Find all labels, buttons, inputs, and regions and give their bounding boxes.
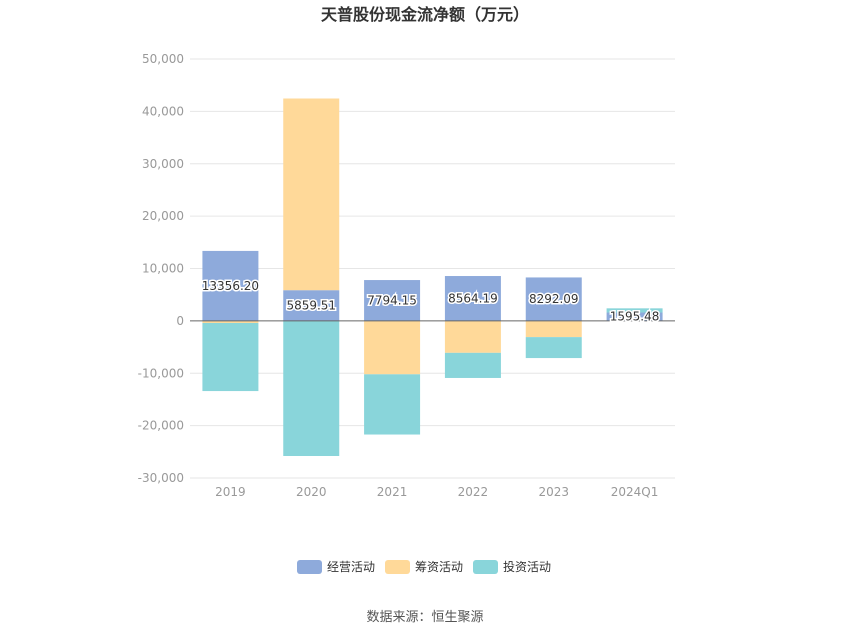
data-label: 8564.19	[448, 291, 498, 305]
x-tick-label: 2020	[296, 485, 327, 499]
legend-label: 投资活动	[503, 559, 551, 574]
y-tick-label: -10,000	[138, 366, 184, 380]
legend-label: 筹资活动	[415, 560, 463, 574]
bar-segment	[283, 320, 340, 457]
data-labels: 13356.20 5859.51 7794.15 8564.19 8292.09 1595…	[200, 277, 661, 325]
y-tick-label: 0	[176, 314, 184, 328]
bars	[202, 98, 663, 457]
y-tick-label: 50,000	[142, 52, 184, 66]
y-tick-label: 40,000	[142, 104, 184, 118]
legend-swatch	[473, 560, 498, 574]
x-tick-label: 2022	[458, 485, 489, 499]
y-tick-label: -30,000	[138, 471, 184, 485]
y-axis: 50,000 40,000 30,000 20,000 10,000 0 -10,000 -2…	[138, 52, 184, 485]
bar-segment	[202, 322, 259, 392]
chart-title: 天普股份现金流净额（万元）	[321, 5, 529, 24]
x-axis: 2019 2020 2021 2022 2023 2024Q1	[190, 477, 675, 499]
bar-segment	[202, 250, 259, 321]
x-tick-label: 2019	[215, 485, 246, 499]
x-tick-label: 2024Q1	[611, 485, 659, 499]
bar-segment	[606, 308, 663, 313]
bar-segment	[283, 290, 340, 321]
bar-segment	[525, 337, 582, 359]
x-tick-label: 2023	[538, 485, 569, 499]
data-label: 7794.15	[367, 293, 417, 307]
y-tick-label: 30,000	[142, 157, 184, 171]
x-tick-label: 2021	[377, 485, 408, 499]
legend-swatch	[297, 560, 322, 574]
y-tick-label: 20,000	[142, 209, 184, 223]
source-note: 数据来源：恒生聚源	[366, 610, 483, 625]
bar-segment	[444, 276, 501, 321]
bar-segment	[364, 374, 421, 435]
bar-segment	[525, 320, 582, 338]
bar-segment	[444, 352, 501, 378]
data-label: 8292.09	[529, 292, 579, 306]
bar-segment	[606, 312, 663, 321]
bar-segment	[364, 280, 421, 321]
data-label: 13356.20	[202, 279, 259, 293]
data-label: 1595.48	[610, 310, 660, 324]
data-label: 5859.51	[286, 299, 336, 313]
bar-segment	[364, 320, 421, 375]
bar-segment	[444, 320, 501, 353]
bar-segment	[202, 320, 259, 323]
bar-segment	[525, 277, 582, 321]
bar-segment	[283, 98, 340, 291]
legend-label: 经营活动	[327, 560, 375, 574]
y-tick-label: 10,000	[142, 262, 184, 276]
y-tick-label: -20,000	[138, 419, 184, 433]
grid-lines	[190, 58, 675, 479]
legend: 经营活动 筹资活动 投资活动	[297, 559, 551, 574]
legend-swatch	[385, 560, 410, 574]
